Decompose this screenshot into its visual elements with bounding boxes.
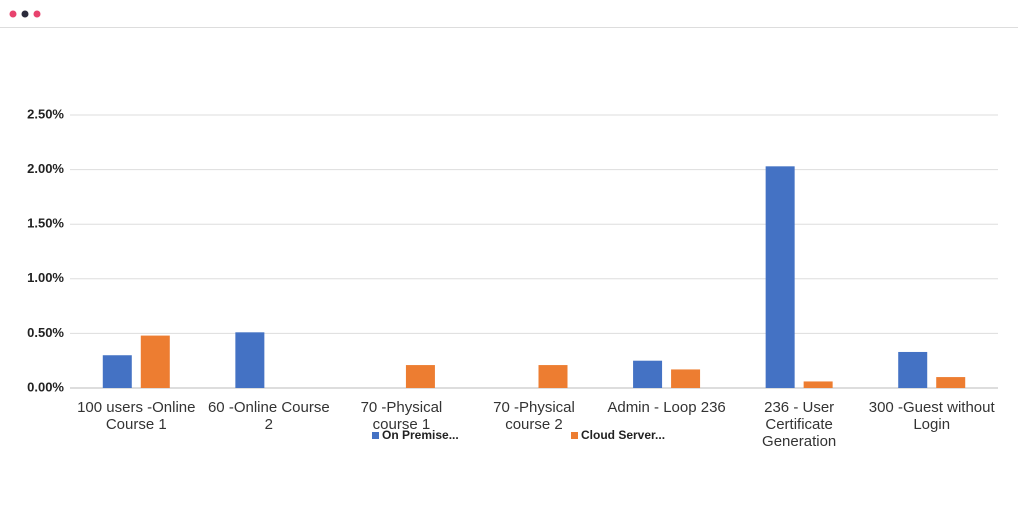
bar bbox=[765, 166, 795, 388]
bar bbox=[235, 332, 265, 388]
x-tick-label: Admin - Loop 236 bbox=[607, 399, 726, 416]
bar bbox=[140, 335, 170, 388]
legend-label: Cloud Server... bbox=[581, 428, 665, 442]
bar bbox=[671, 369, 701, 388]
y-tick-label: 0.00% bbox=[27, 379, 64, 394]
legend-label: On Premise... bbox=[382, 428, 459, 442]
y-tick-label: 2.00% bbox=[27, 161, 64, 176]
legend-swatch bbox=[372, 432, 379, 439]
y-tick-label: 2.50% bbox=[27, 106, 64, 121]
x-tick-label: 236 - User Certificate Generation bbox=[762, 399, 837, 450]
y-tick-label: 1.50% bbox=[27, 216, 64, 231]
bar bbox=[405, 365, 435, 388]
bar bbox=[633, 360, 663, 388]
legend-swatch bbox=[571, 432, 578, 439]
x-tick-label: 100 users -Online Course 1 bbox=[77, 399, 196, 433]
plot-panel bbox=[12, 90, 998, 434]
x-tick-label: 60 -Online Course 2 bbox=[207, 399, 330, 433]
y-tick-label: 0.50% bbox=[27, 325, 64, 340]
window-dot bbox=[33, 10, 41, 18]
window-dot bbox=[9, 10, 17, 18]
bar bbox=[936, 377, 966, 388]
x-tick-label: 70 -Physical course 1 bbox=[360, 399, 443, 433]
bar bbox=[538, 365, 568, 388]
bar bbox=[803, 381, 833, 388]
bar bbox=[102, 355, 132, 388]
x-tick-label: 70 -Physical course 2 bbox=[493, 399, 575, 433]
y-tick-label: 1.00% bbox=[27, 270, 64, 285]
bar bbox=[898, 351, 928, 388]
x-tick-label: 300 -Guest without Login bbox=[868, 399, 995, 433]
window-dot bbox=[21, 10, 29, 18]
